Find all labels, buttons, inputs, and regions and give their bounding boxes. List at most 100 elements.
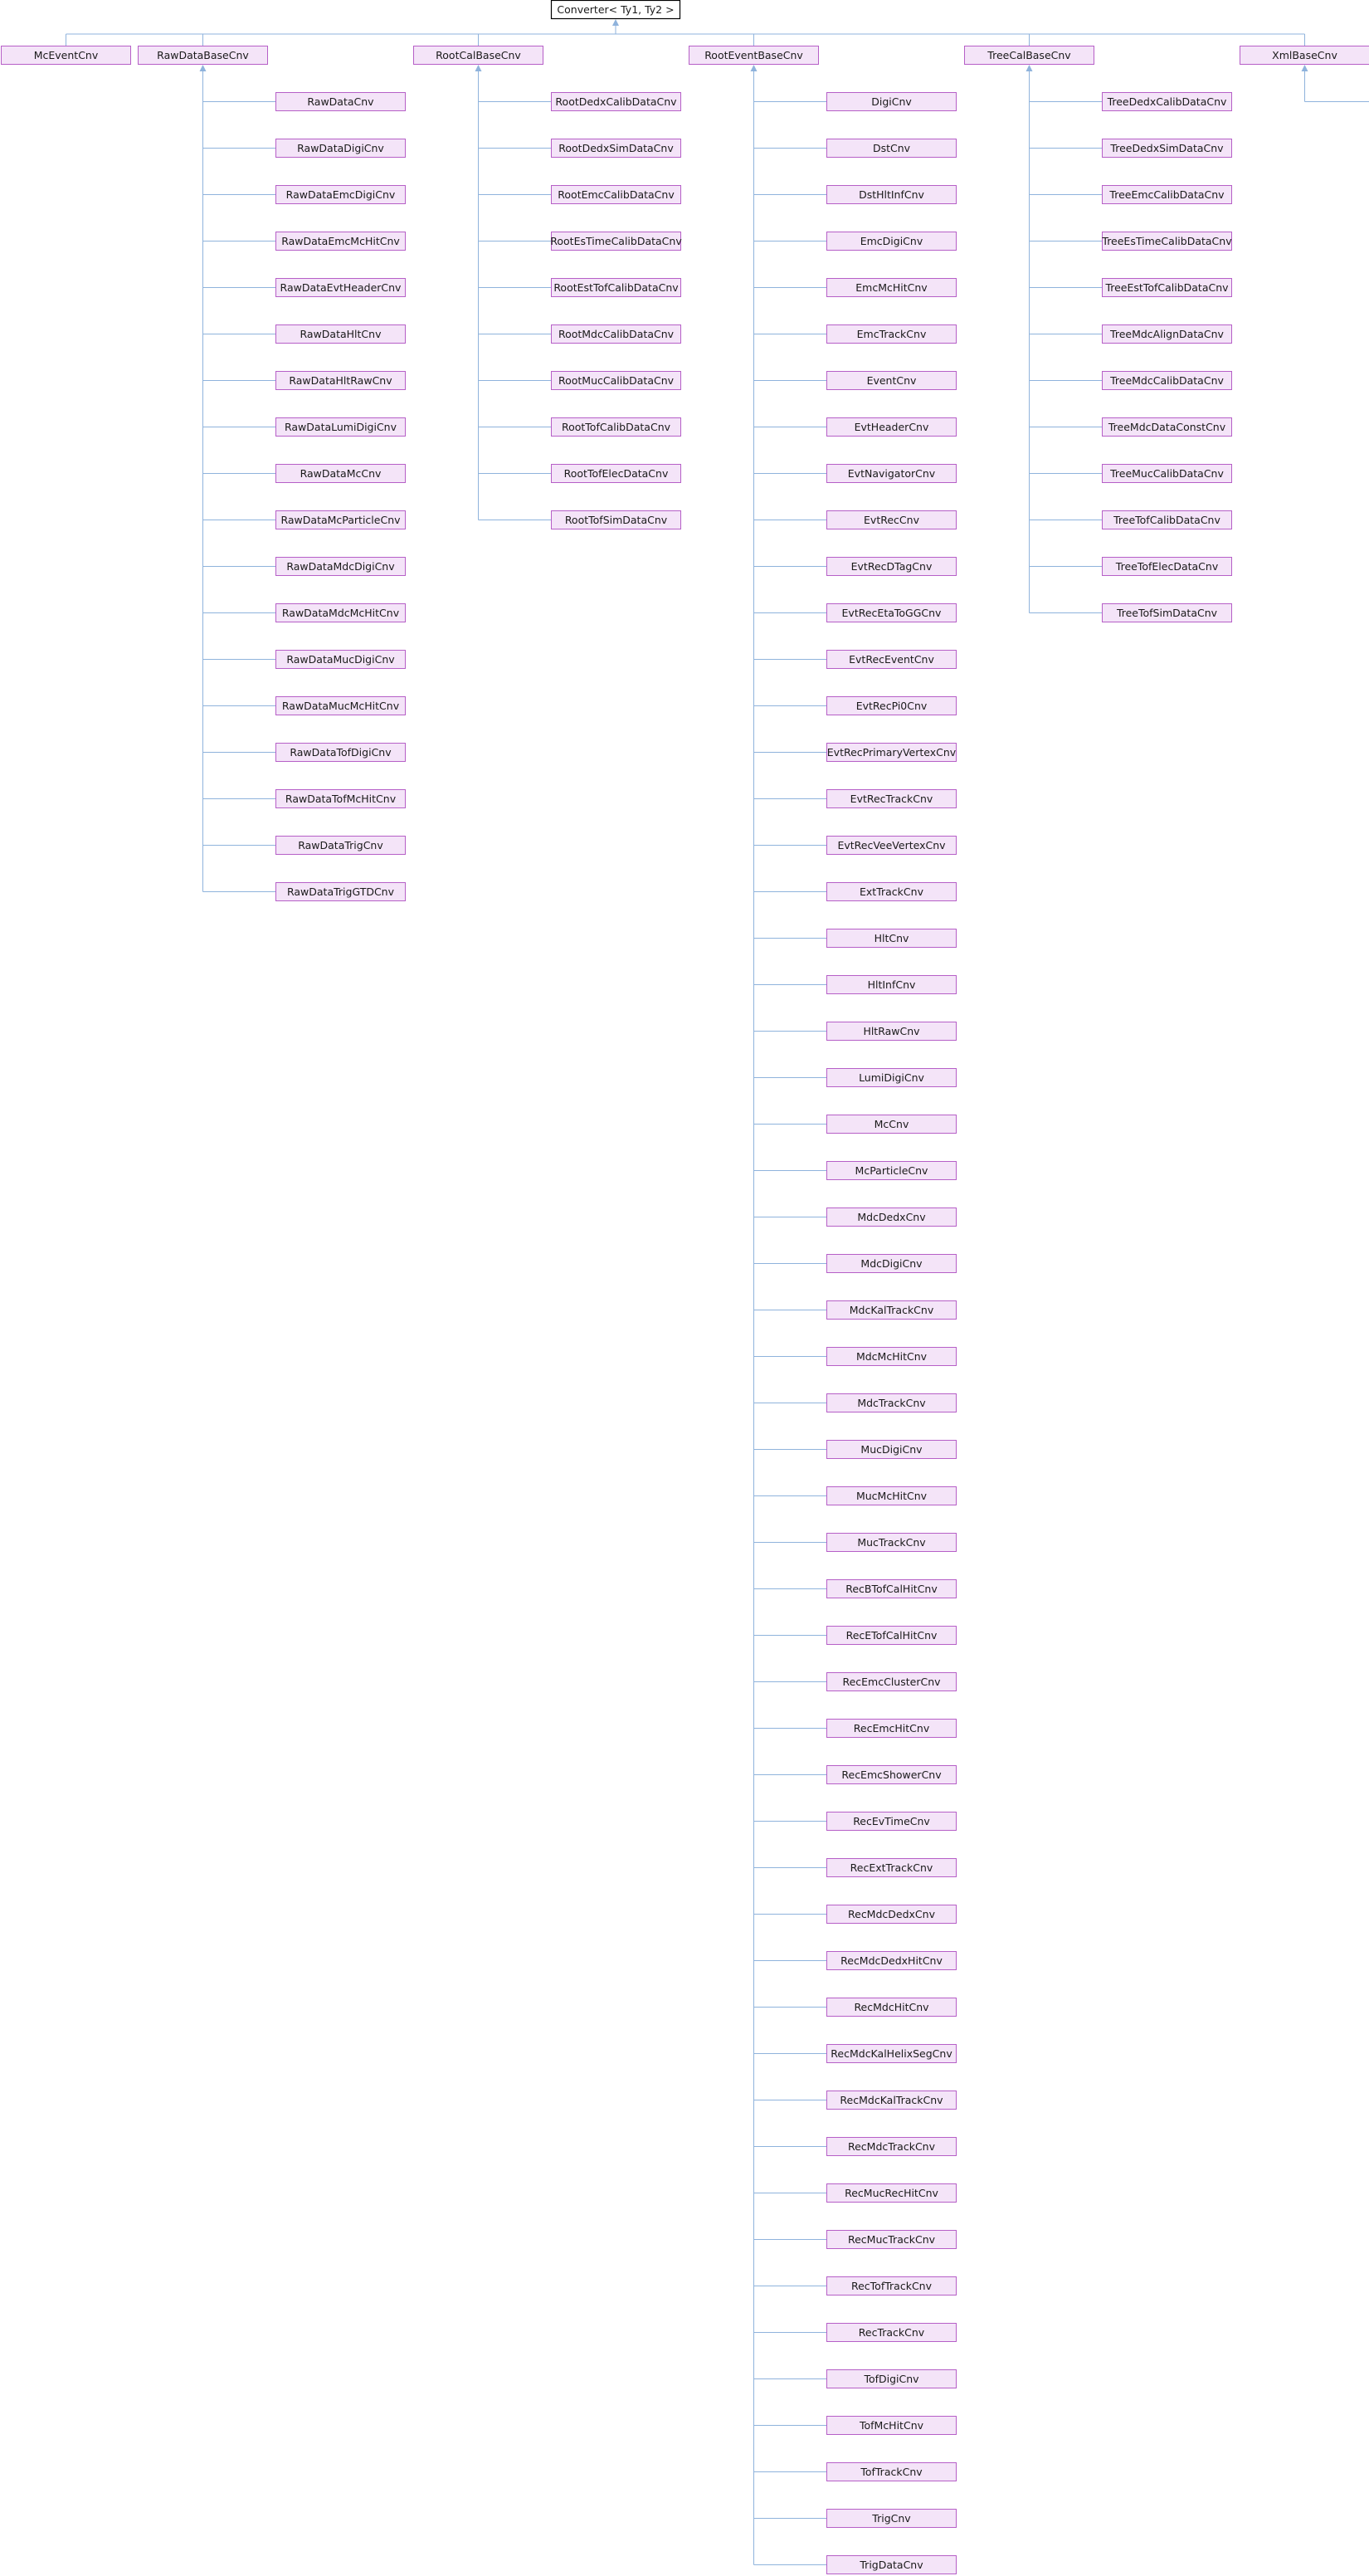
class-node-dsthltinfcnv[interactable]: DstHltInfCnv <box>826 185 957 204</box>
class-node-recevtimecnv[interactable]: RecEvTimeCnv <box>826 1812 957 1831</box>
class-node-rootesttofcalibdatacnv[interactable]: RootEstTofCalibDataCnv <box>551 278 681 297</box>
class-node-evtrecveevertexcnv[interactable]: EvtRecVeeVertexCnv <box>826 836 957 855</box>
class-node-treetofelecdatacnv[interactable]: TreeTofElecDataCnv <box>1102 557 1232 576</box>
class-node-hltrawcnv[interactable]: HltRawCnv <box>826 1022 957 1041</box>
class-node-mucdigicnv[interactable]: MucDigiCnv <box>826 1440 957 1459</box>
class-node-emcdigicnv[interactable]: EmcDigiCnv <box>826 232 957 251</box>
class-node-rootmuccalibdatacnv[interactable]: RootMucCalibDataCnv <box>551 371 681 390</box>
class-node-rootmdccalibdatacnv[interactable]: RootMdcCalibDataCnv <box>551 324 681 344</box>
class-node-recmdckalhelixsegcnv[interactable]: RecMdcKalHelixSegCnv <box>826 2044 957 2063</box>
class-node-mccnv[interactable]: McCnv <box>826 1115 957 1134</box>
class-node-mdcdedxcnv[interactable]: MdcDedxCnv <box>826 1208 957 1227</box>
class-node-tofdigicnv[interactable]: TofDigiCnv <box>826 2369 957 2388</box>
class-node-rootestimecalibdatacnv[interactable]: RootEsTimeCalibDataCnv <box>550 232 682 251</box>
class-node-rootdedxsimdatacnv[interactable]: RootDedxSimDataCnv <box>551 139 681 158</box>
class-node-rawdatatrigcnv[interactable]: RawDataTrigCnv <box>275 836 406 855</box>
class-node-treetofcalibdatacnv[interactable]: TreeTofCalibDataCnv <box>1102 510 1232 529</box>
class-node-xmlbasecnv[interactable]: XmlBaseCnv <box>1240 46 1369 65</box>
class-node-rawdatamucmchitcnv[interactable]: RawDataMucMcHitCnv <box>275 696 406 715</box>
class-node-recemchitcnv[interactable]: RecEmcHitCnv <box>826 1719 957 1738</box>
class-node-hltcnv[interactable]: HltCnv <box>826 929 957 948</box>
class-node-treededxcalibdatacnv[interactable]: TreeDedxCalibDataCnv <box>1102 92 1232 111</box>
class-node-rawdatalumidigicnv[interactable]: RawDataLumiDigiCnv <box>275 417 406 437</box>
class-node-treeesttofcalibdatacnv[interactable]: TreeEstTofCalibDataCnv <box>1102 278 1232 297</box>
class-node-treeemccalibdatacnv[interactable]: TreeEmcCalibDataCnv <box>1102 185 1232 204</box>
class-node-rawdatahltcnv[interactable]: RawDataHltCnv <box>275 324 406 344</box>
class-node-treecalbasecnv[interactable]: TreeCalBaseCnv <box>964 46 1094 65</box>
class-node-dstcnv[interactable]: DstCnv <box>826 139 957 158</box>
class-node-mucmchitcnv[interactable]: MucMcHitCnv <box>826 1486 957 1505</box>
class-node-recmuctrackcnv[interactable]: RecMucTrackCnv <box>826 2230 957 2249</box>
class-node-recemcshowercnv[interactable]: RecEmcShowerCnv <box>826 1765 957 1784</box>
class-node-lumidigicnv[interactable]: LumiDigiCnv <box>826 1068 957 1087</box>
class-node-recemcclustercnv[interactable]: RecEmcClusterCnv <box>826 1672 957 1691</box>
class-node-rawdatabasecnv[interactable]: RawDataBaseCnv <box>138 46 268 65</box>
class-node-recbtofcalhitcnv[interactable]: RecBTofCalHitCnv <box>826 1579 957 1598</box>
class-node-rawdatahltrawcnv[interactable]: RawDataHltRawCnv <box>275 371 406 390</box>
class-node-rawdatamdcdigicnv[interactable]: RawDataMdcDigiCnv <box>275 557 406 576</box>
class-node-rootcalbasecnv[interactable]: RootCalBaseCnv <box>413 46 543 65</box>
class-node-rootemccalibdatacnv[interactable]: RootEmcCalibDataCnv <box>551 185 681 204</box>
class-node-rawdatacnv[interactable]: RawDataCnv <box>275 92 406 111</box>
class-node-rawdataemcmchitcnv[interactable]: RawDataEmcMcHitCnv <box>275 232 406 251</box>
root-class-node[interactable]: Converter< Ty1, Ty2 > <box>550 0 681 20</box>
class-node-rawdataemcdigicnv[interactable]: RawDataEmcDigiCnv <box>275 185 406 204</box>
class-node-evtrecprimaryvertexcnv[interactable]: EvtRecPrimaryVertexCnv <box>826 743 957 762</box>
class-node-muctrackcnv[interactable]: MucTrackCnv <box>826 1533 957 1552</box>
class-node-roottofsimdatacnv[interactable]: RootTofSimDataCnv <box>551 510 681 529</box>
class-node-recexttrackcnv[interactable]: RecExtTrackCnv <box>826 1858 957 1877</box>
class-node-rectoftrackcnv[interactable]: RecTofTrackCnv <box>826 2276 957 2295</box>
class-node-toftrackcnv[interactable]: TofTrackCnv <box>826 2462 957 2481</box>
class-node-evtrecpi0cnv[interactable]: EvtRecPi0Cnv <box>826 696 957 715</box>
class-node-emctrackcnv[interactable]: EmcTrackCnv <box>826 324 957 344</box>
class-node-evtrectrackcnv[interactable]: EvtRecTrackCnv <box>826 789 957 808</box>
class-node-mceventcnv[interactable]: McEventCnv <box>1 46 131 65</box>
class-node-rawdatamccnv[interactable]: RawDataMcCnv <box>275 464 406 483</box>
class-node-digicnv[interactable]: DigiCnv <box>826 92 957 111</box>
class-node-recmdctrackcnv[interactable]: RecMdcTrackCnv <box>826 2137 957 2156</box>
class-node-rootdedxcalibdatacnv[interactable]: RootDedxCalibDataCnv <box>551 92 681 111</box>
class-node-exttrackcnv[interactable]: ExtTrackCnv <box>826 882 957 901</box>
class-node-recetofcalhitcnv[interactable]: RecETofCalHitCnv <box>826 1626 957 1645</box>
class-node-treemdcdataconstcnv[interactable]: TreeMdcDataConstCnv <box>1102 417 1232 437</box>
class-node-rectrackcnv[interactable]: RecTrackCnv <box>826 2323 957 2342</box>
class-node-rawdatatofdigicnv[interactable]: RawDataTofDigiCnv <box>275 743 406 762</box>
class-node-mcparticlecnv[interactable]: McParticleCnv <box>826 1161 957 1180</box>
class-node-evtheadercnv[interactable]: EvtHeaderCnv <box>826 417 957 437</box>
class-node-rawdataevtheadercnv[interactable]: RawDataEvtHeaderCnv <box>275 278 406 297</box>
class-node-eventcnv[interactable]: EventCnv <box>826 371 957 390</box>
class-node-evtnavigatorcnv[interactable]: EvtNavigatorCnv <box>826 464 957 483</box>
class-node-mdcdigicnv[interactable]: MdcDigiCnv <box>826 1254 957 1273</box>
class-node-roottofelecdatacnv[interactable]: RootTofElecDataCnv <box>551 464 681 483</box>
class-node-treemdccalibdatacnv[interactable]: TreeMdcCalibDataCnv <box>1102 371 1232 390</box>
class-node-treededxsimdatacnv[interactable]: TreeDedxSimDataCnv <box>1102 139 1232 158</box>
class-node-treemdcaligndatacnv[interactable]: TreeMdcAlignDataCnv <box>1102 324 1232 344</box>
class-node-rawdatatofmchitcnv[interactable]: RawDataTofMcHitCnv <box>275 789 406 808</box>
class-node-rawdatamdcmchitcnv[interactable]: RawDataMdcMcHitCnv <box>275 603 406 622</box>
class-node-mdctrackcnv[interactable]: MdcTrackCnv <box>826 1393 957 1412</box>
class-node-treemuccalibdatacnv[interactable]: TreeMucCalibDataCnv <box>1102 464 1232 483</box>
class-node-mdcmchitcnv[interactable]: MdcMcHitCnv <box>826 1347 957 1366</box>
class-node-evtreccnv[interactable]: EvtRecCnv <box>826 510 957 529</box>
class-node-recmdcdedxhitcnv[interactable]: RecMdcDedxHitCnv <box>826 1951 957 1970</box>
class-node-rawdatamcparticlecnv[interactable]: RawDataMcParticleCnv <box>275 510 406 529</box>
class-node-rawdatadigicnv[interactable]: RawDataDigiCnv <box>275 139 406 158</box>
class-node-rawdatatriggtdcnv[interactable]: RawDataTrigGTDCnv <box>275 882 406 901</box>
class-node-evtrecetatoggcnv[interactable]: EvtRecEtaToGGCnv <box>826 603 957 622</box>
class-node-evtrecdtagcnv[interactable]: EvtRecDTagCnv <box>826 557 957 576</box>
class-node-tofmchitcnv[interactable]: TofMcHitCnv <box>826 2416 957 2435</box>
class-node-treetofsimdatacnv[interactable]: TreeTofSimDataCnv <box>1102 603 1232 622</box>
class-node-rooteventbasecnv[interactable]: RootEventBaseCnv <box>689 46 819 65</box>
class-node-rawdatamucdigicnv[interactable]: RawDataMucDigiCnv <box>275 650 406 669</box>
class-node-treeestimecalibdatacnv[interactable]: TreeEsTimeCalibDataCnv <box>1101 232 1232 251</box>
class-node-emcmchitcnv[interactable]: EmcMcHitCnv <box>826 278 957 297</box>
class-node-trigcnv[interactable]: TrigCnv <box>826 2509 957 2528</box>
class-node-recmdcdedxcnv[interactable]: RecMdcDedxCnv <box>826 1905 957 1924</box>
class-node-roottofcalibdatacnv[interactable]: RootTofCalibDataCnv <box>551 417 681 437</box>
class-node-recmdckaltrackcnv[interactable]: RecMdcKalTrackCnv <box>826 2091 957 2110</box>
class-node-recmdchitcnv[interactable]: RecMdcHitCnv <box>826 1998 957 2017</box>
class-node-trigdatacnv[interactable]: TrigDataCnv <box>826 2555 957 2574</box>
class-node-evtreceventcnv[interactable]: EvtRecEventCnv <box>826 650 957 669</box>
class-node-mdckaltrackcnv[interactable]: MdcKalTrackCnv <box>826 1300 957 1320</box>
class-node-hltinfcnv[interactable]: HltInfCnv <box>826 975 957 994</box>
